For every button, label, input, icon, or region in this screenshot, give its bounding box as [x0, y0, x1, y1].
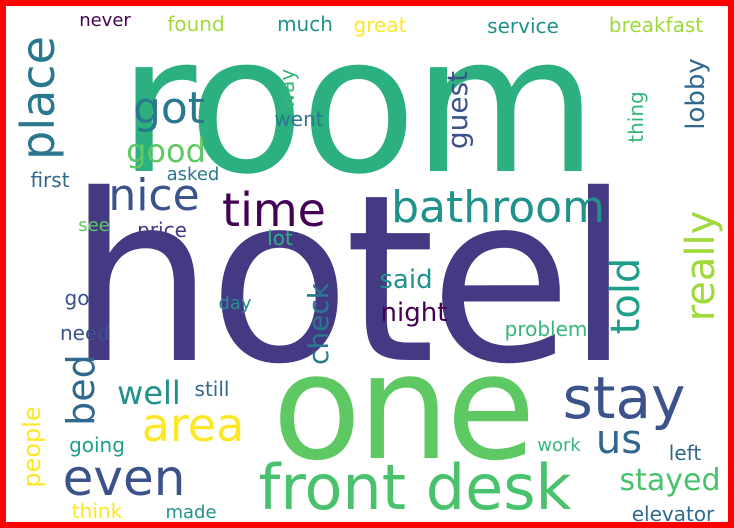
word-left: left — [668, 441, 702, 465]
word-one: one — [272, 323, 536, 493]
word-time: time — [222, 183, 326, 237]
word-room: room — [118, 0, 598, 216]
word-really: really — [678, 210, 724, 322]
word-front-desk: front desk — [258, 451, 572, 524]
word-well: well — [117, 374, 181, 412]
word-even: even — [62, 449, 186, 507]
word-service: service — [487, 14, 559, 38]
word-night: night — [380, 298, 448, 328]
word-said: said — [379, 265, 433, 295]
word-think: think — [71, 499, 123, 523]
word-much: much — [277, 12, 333, 36]
word-asked: asked — [166, 164, 220, 185]
word-still: still — [194, 377, 230, 401]
word-going: going — [69, 433, 125, 457]
word-people: people — [18, 406, 46, 488]
word-lot: lot — [267, 226, 293, 250]
word-stay: stay — [562, 364, 686, 432]
word-problem: problem — [504, 317, 588, 341]
word-made: made — [165, 502, 217, 523]
word-place: place — [11, 36, 65, 160]
word-day: day — [218, 293, 252, 314]
word-bed: bed — [59, 354, 103, 426]
word-first: first — [30, 168, 70, 192]
word-good: good — [126, 132, 206, 170]
word-check: check — [302, 283, 335, 365]
word-went: went — [274, 107, 324, 131]
word-guest: guest — [441, 70, 474, 150]
word-nice: nice — [108, 170, 200, 221]
word-area: area — [141, 398, 245, 452]
word-us: us — [595, 417, 643, 463]
word-lobby: lobby — [681, 58, 711, 130]
word-breakfast: breakfast — [608, 13, 704, 37]
word-great: great — [353, 13, 407, 37]
word-stayed: stayed — [619, 463, 721, 498]
word-found: found — [167, 12, 225, 36]
word-way: way — [275, 68, 299, 110]
word-never: never — [79, 10, 131, 31]
word-go: go — [64, 286, 90, 310]
word-see: see — [78, 215, 110, 236]
word-got: got — [132, 83, 206, 134]
word-hotel: hotel — [67, 145, 630, 415]
word-bathroom: bathroom — [391, 182, 605, 233]
word-thing: thing — [624, 91, 648, 143]
word-elevator: elevator — [631, 502, 715, 526]
word-work: work — [537, 435, 581, 456]
word-need: need — [60, 321, 110, 345]
word-price: price — [137, 218, 187, 242]
word-told: told — [603, 257, 649, 335]
